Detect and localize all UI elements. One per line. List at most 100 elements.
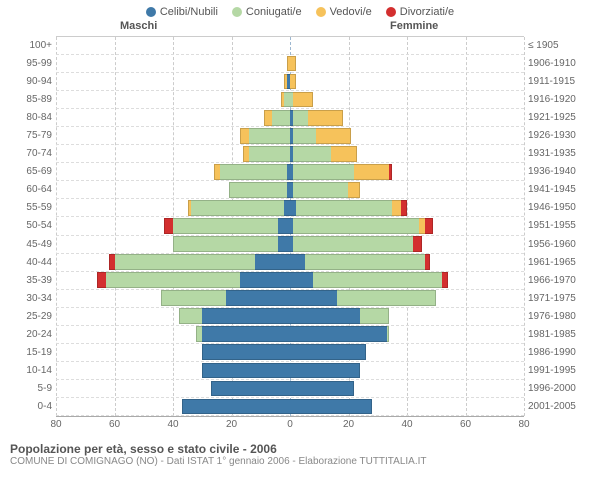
bar-seg bbox=[202, 363, 290, 379]
bar-seg bbox=[115, 254, 255, 270]
bar-seg bbox=[290, 399, 372, 415]
y-tick-birth: 1996-2000 bbox=[528, 380, 588, 398]
y-tick-age: 100+ bbox=[12, 36, 52, 54]
bar-male bbox=[161, 290, 290, 306]
bar-seg bbox=[240, 272, 290, 288]
y-tick-age: 30-34 bbox=[12, 289, 52, 307]
bar-male bbox=[196, 326, 290, 342]
pyramid-row bbox=[56, 37, 524, 55]
y-tick-birth: 1976-1980 bbox=[528, 307, 588, 325]
bar-seg bbox=[173, 218, 278, 234]
bar-female bbox=[290, 92, 313, 108]
bar-seg bbox=[308, 110, 343, 126]
y-tick-age: 60-64 bbox=[12, 181, 52, 199]
bar-seg bbox=[337, 290, 436, 306]
bar-seg bbox=[290, 272, 313, 288]
bar-seg bbox=[202, 326, 290, 342]
legend-item: Divorziati/e bbox=[386, 6, 454, 18]
y-tick-age: 95-99 bbox=[12, 54, 52, 72]
bar-male bbox=[109, 254, 290, 270]
legend-dot bbox=[386, 7, 396, 17]
plot-area: 80604020020406080 bbox=[56, 36, 524, 436]
y-tick-birth: 1971-1975 bbox=[528, 289, 588, 307]
y-tick-birth: 1991-1995 bbox=[528, 362, 588, 380]
bar-seg bbox=[413, 236, 422, 252]
bar-seg bbox=[305, 254, 425, 270]
bar-seg bbox=[293, 110, 308, 126]
bar-seg bbox=[348, 182, 360, 198]
pyramid-row bbox=[56, 254, 524, 272]
bar-female bbox=[290, 128, 351, 144]
pyramid-row bbox=[56, 326, 524, 344]
legend-dot bbox=[316, 7, 326, 17]
bar-seg bbox=[161, 290, 225, 306]
bar-seg bbox=[293, 128, 316, 144]
y-tick-age: 65-69 bbox=[12, 163, 52, 181]
bar-rows bbox=[56, 37, 524, 416]
bar-male bbox=[188, 200, 290, 216]
bar-seg bbox=[293, 146, 331, 162]
bar-female bbox=[290, 56, 296, 72]
y-tick-birth: 1951-1955 bbox=[528, 217, 588, 235]
bar-seg bbox=[240, 128, 249, 144]
bar-seg bbox=[191, 200, 285, 216]
x-tick: 80 bbox=[50, 419, 61, 430]
pyramid-row bbox=[56, 145, 524, 163]
pyramid-row bbox=[56, 362, 524, 380]
bar-female bbox=[290, 272, 448, 288]
pyramid-row bbox=[56, 199, 524, 217]
y-tick-age: 55-59 bbox=[12, 199, 52, 217]
y-tick-age: 25-29 bbox=[12, 307, 52, 325]
bar-seg bbox=[387, 326, 390, 342]
y-tick-age: 85-89 bbox=[12, 90, 52, 108]
bar-seg bbox=[211, 381, 290, 397]
x-tick: 80 bbox=[518, 419, 529, 430]
y-tick-birth: 1916-1920 bbox=[528, 90, 588, 108]
y-tick-birth: 1906-1910 bbox=[528, 54, 588, 72]
bar-seg bbox=[313, 272, 442, 288]
footer: Popolazione per età, sesso e stato civil… bbox=[0, 436, 600, 467]
bar-female bbox=[290, 363, 360, 379]
bar-female bbox=[290, 308, 389, 324]
bar-female bbox=[290, 326, 389, 342]
x-axis: 80604020020406080 bbox=[56, 416, 524, 436]
y-tick-age: 35-39 bbox=[12, 271, 52, 289]
x-tick: 60 bbox=[460, 419, 471, 430]
bar-seg bbox=[229, 182, 287, 198]
pyramid-row bbox=[56, 308, 524, 326]
y-tick-age: 50-54 bbox=[12, 217, 52, 235]
bar-male bbox=[214, 164, 290, 180]
bar-seg bbox=[425, 254, 431, 270]
y-tick-age: 10-14 bbox=[12, 362, 52, 380]
label-male: Maschi bbox=[120, 20, 157, 32]
y-tick-age: 80-84 bbox=[12, 108, 52, 126]
bar-male bbox=[211, 381, 290, 397]
y-tick-birth: 1931-1935 bbox=[528, 145, 588, 163]
bar-seg bbox=[290, 254, 305, 270]
pyramid-row bbox=[56, 217, 524, 235]
chart: Fasce di età 100+95-9990-9485-8980-8475-… bbox=[0, 36, 600, 436]
bar-male bbox=[264, 110, 290, 126]
bar-seg bbox=[202, 344, 290, 360]
bar-seg bbox=[182, 399, 290, 415]
bar-seg bbox=[220, 164, 287, 180]
y-tick-age: 5-9 bbox=[12, 380, 52, 398]
legend: Celibi/NubiliConiugati/eVedovi/eDivorzia… bbox=[0, 0, 600, 20]
bar-seg bbox=[290, 363, 360, 379]
bar-seg bbox=[278, 236, 290, 252]
bar-male bbox=[97, 272, 290, 288]
bar-male bbox=[202, 363, 290, 379]
pyramid-row bbox=[56, 236, 524, 254]
bar-seg bbox=[293, 236, 413, 252]
bar-seg bbox=[290, 308, 360, 324]
bar-seg bbox=[173, 236, 278, 252]
bar-seg bbox=[278, 218, 290, 234]
y-tick-birth: 1911-1915 bbox=[528, 72, 588, 90]
bar-seg bbox=[293, 218, 419, 234]
bar-male bbox=[182, 399, 290, 415]
y-tick-age: 70-74 bbox=[12, 145, 52, 163]
bar-seg bbox=[290, 56, 296, 72]
pyramid-row bbox=[56, 55, 524, 73]
bar-female bbox=[290, 344, 366, 360]
y-tick-birth: 1921-1925 bbox=[528, 108, 588, 126]
